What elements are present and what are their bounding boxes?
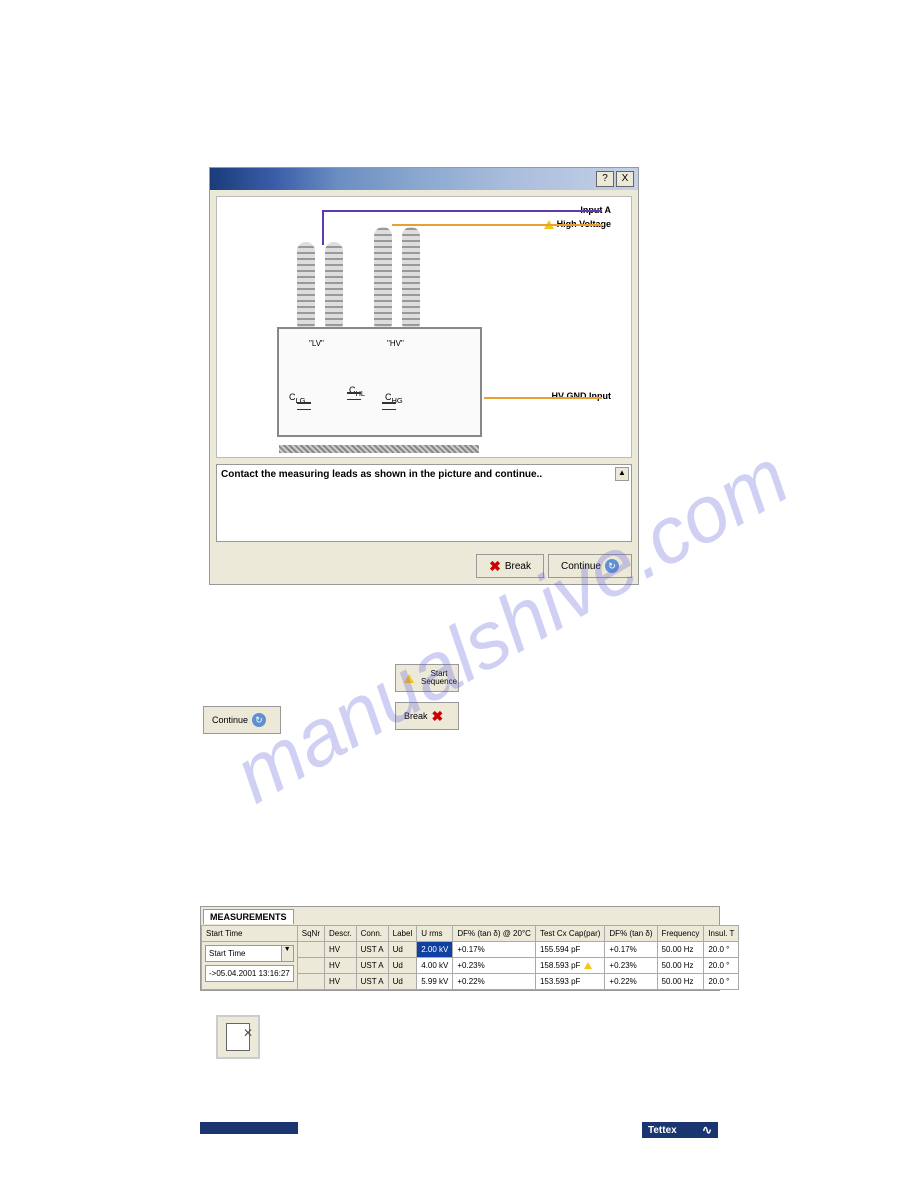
insul-cell: 20.0 ° [704,958,739,974]
urms-cell: 4.00 kV [417,958,453,974]
df20-cell: +0.22% [453,974,536,990]
start-time-cell: Start Time▼ ->05.04.2001 13:16:27 [202,942,298,990]
dropdown-option[interactable]: ->05.04.2001 13:16:27 [205,965,294,982]
start-sequence-button[interactable]: Start Sequence [395,664,459,692]
scroll-up-button[interactable]: ▲ [615,467,629,481]
lv-label: "LV" [309,339,324,348]
col-df20[interactable]: DF% (tan δ) @ 20°C [453,926,536,942]
col-freq[interactable]: Frequency [657,926,704,942]
hv-gnd-wire [484,397,602,399]
x-icon: ✖ [489,558,501,575]
insul-cell: 20.0 ° [704,974,739,990]
label-cell: Ud [388,942,417,958]
hv-gnd-label: HV GND Input [552,391,612,401]
df-cell: +0.22% [605,974,657,990]
sqnr-cell [297,958,324,974]
x-icon: ✖ [432,708,444,725]
col-cap[interactable]: Test Cx Cap(par) [535,926,604,942]
start-time-dropdown[interactable]: Start Time▼ [205,945,294,962]
table-header-row: Start Time SqNr Descr. Conn. Label U rms… [202,926,739,942]
instruction-message: Contact the measuring leads as shown in … [216,464,632,542]
urms-cell: 2.00 kV [417,942,453,958]
col-label[interactable]: Label [388,926,417,942]
label-cell: Ud [388,958,417,974]
clipboard-tools-icon [226,1023,250,1051]
dialog-continue-button[interactable]: Continue ↻ [548,554,632,578]
df-cell: +0.17% [605,942,657,958]
capacitor-hg [382,402,396,410]
connection-diagram: Input A High Voltage HV GND Input "LV" "… [216,196,632,458]
table-row[interactable]: Start Time▼->05.04.2001 13:16:27HVUST AU… [202,942,739,958]
warning-icon [584,962,592,969]
col-start-time[interactable]: Start Time [202,926,298,942]
urms-cell: 5.99 kV [417,974,453,990]
measurements-table: Start Time SqNr Descr. Conn. Label U rms… [201,925,739,990]
col-insul[interactable]: Insul. T [704,926,739,942]
footer-bar [200,1122,298,1134]
lv-bushing-2 [325,242,343,332]
lv-bushing-1 [297,242,315,332]
tettex-logo: Tettex ∿ [642,1122,718,1138]
capacitor-hl [347,392,361,400]
df-cell: +0.23% [605,958,657,974]
measurements-panel: MEASUREMENTS Start Time SqNr Descr. Conn… [200,906,720,991]
conn-cell: UST A [356,942,388,958]
hv-label: "HV" [387,339,404,348]
freq-cell: 50.00 Hz [657,974,704,990]
freq-cell: 50.00 Hz [657,958,704,974]
col-conn[interactable]: Conn. [356,926,388,942]
df20-cell: +0.23% [453,958,536,974]
continue-button[interactable]: Continue ↻ [203,706,281,734]
transformer-tank [277,327,482,437]
label-cell: Ud [388,974,417,990]
freq-cell: 50.00 Hz [657,942,704,958]
hv-bushing-1 [374,227,392,332]
sqnr-cell [297,942,324,958]
capacitor-lg [297,402,311,410]
dropdown-toggle[interactable]: ▼ [281,946,293,961]
cap-cell: 155.594 pF [535,942,604,958]
wave-icon: ∿ [702,1123,712,1137]
ground-hatch [279,445,479,453]
break-button[interactable]: Break ✖ [395,702,459,730]
measurements-tab[interactable]: MEASUREMENTS [203,909,294,924]
connection-dialog: ? X Input A High Voltage HV GND Input "L… [209,167,639,585]
sqnr-cell [297,974,324,990]
col-descr[interactable]: Descr. [324,926,356,942]
settings-tool-button[interactable] [216,1015,260,1059]
hv-bushing-2 [402,227,420,332]
dialog-button-row: ✖ Break Continue ↻ [210,548,638,584]
arrow-icon: ↻ [252,713,266,727]
help-button[interactable]: ? [596,171,614,187]
conn-cell: UST A [356,974,388,990]
col-df[interactable]: DF% (tan δ) [605,926,657,942]
col-urms[interactable]: U rms [417,926,453,942]
cap-cell: 158.593 pF [535,958,604,974]
input-a-wire [322,210,602,212]
col-sqnr[interactable]: SqNr [297,926,324,942]
descr-cell: HV [324,958,356,974]
insul-cell: 20.0 ° [704,942,739,958]
dialog-titlebar: ? X [210,168,638,190]
df20-cell: +0.17% [453,942,536,958]
warning-icon [404,674,414,683]
input-a-wire-vert [322,210,324,245]
descr-cell: HV [324,942,356,958]
close-button[interactable]: X [616,171,634,187]
arrow-icon: ↻ [605,559,619,573]
dialog-break-button[interactable]: ✖ Break [476,554,544,578]
hv-wire [392,224,602,226]
conn-cell: UST A [356,958,388,974]
descr-cell: HV [324,974,356,990]
cap-cell: 153.593 pF [535,974,604,990]
